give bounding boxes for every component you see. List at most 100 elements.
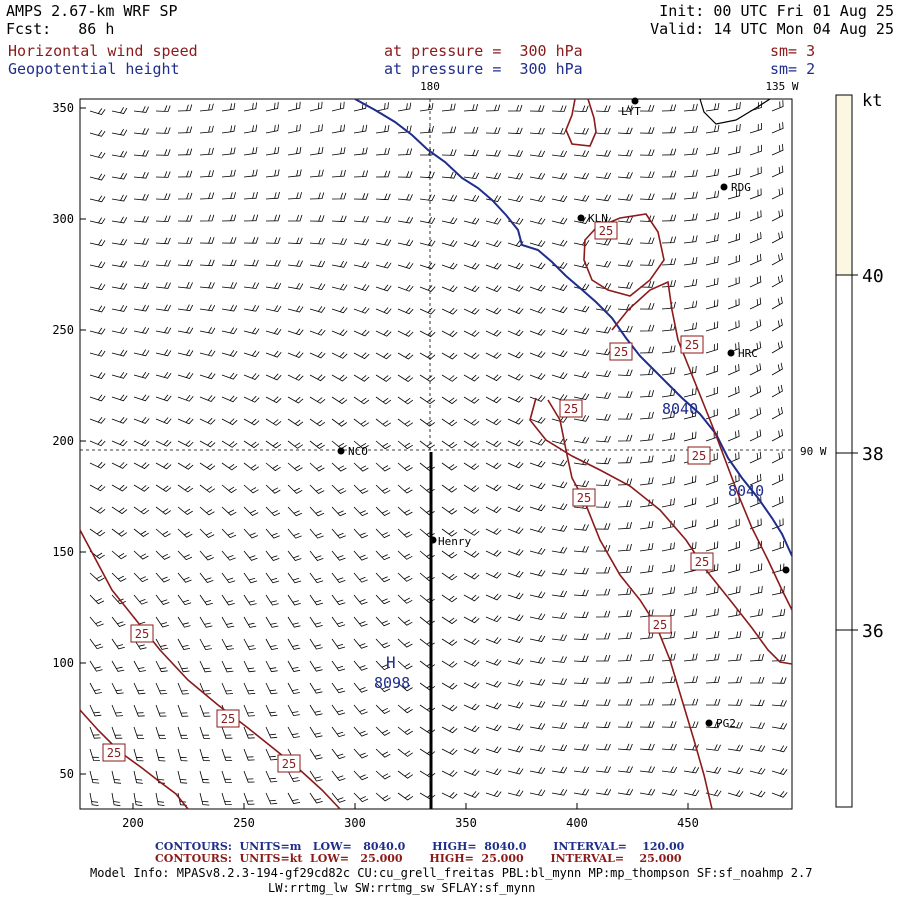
wind-barb — [287, 726, 300, 739]
wind-barb — [309, 616, 323, 628]
wind-barb — [771, 252, 783, 266]
wind-barb — [155, 171, 171, 178]
wind-barb — [177, 417, 194, 425]
y-tick-label: 200 — [52, 434, 74, 448]
wind-barb — [441, 440, 458, 449]
wind-barb — [397, 572, 413, 582]
wind-barb — [595, 260, 612, 268]
wind-barb — [155, 193, 171, 200]
wind-barb — [375, 261, 392, 269]
wind-barb — [551, 503, 568, 511]
wind-barb — [705, 630, 720, 640]
wind-barb — [309, 792, 323, 804]
wind-barb — [749, 122, 762, 134]
wind-barb — [463, 462, 480, 470]
wind-barb — [221, 440, 238, 448]
wind-barb — [639, 499, 654, 508]
wind-barb — [199, 682, 211, 695]
wind-barb — [595, 523, 611, 530]
wind-barb — [287, 305, 304, 313]
terrain-contour-top — [699, 98, 771, 125]
plot-frame — [79, 98, 793, 810]
wind-barb — [573, 239, 590, 247]
wind-barb — [661, 743, 677, 751]
station-pg2-dot — [705, 719, 713, 727]
wind-barb — [177, 638, 191, 650]
wind-barb — [111, 394, 128, 402]
wind-barb — [221, 372, 238, 380]
wind-barb — [771, 722, 788, 730]
wind-barb — [595, 370, 612, 378]
wind-barb — [309, 237, 325, 245]
wind-barb — [353, 147, 368, 156]
wind-barb — [221, 304, 238, 312]
wind-barb — [749, 745, 766, 752]
wind-barb — [617, 194, 633, 201]
wind-barb — [749, 144, 762, 156]
wind-barb — [133, 193, 149, 201]
wind-barb — [507, 789, 524, 797]
wind-barb — [639, 346, 655, 354]
wind-barb — [529, 767, 546, 774]
wind-barb — [111, 616, 126, 627]
wind-barb — [727, 407, 740, 420]
wind-barb — [397, 102, 412, 112]
wind-barb — [507, 636, 524, 643]
wind-barb — [89, 394, 106, 402]
wind-barb — [463, 194, 480, 202]
wind-barb — [529, 373, 546, 380]
wind-barb — [617, 788, 634, 796]
wind-barb — [133, 572, 149, 583]
wind-barb — [771, 654, 787, 662]
wind-barb — [309, 594, 324, 606]
wind-barb — [705, 168, 720, 178]
wind-barb — [265, 440, 282, 449]
wind-barb — [705, 255, 719, 266]
wind-barb — [133, 282, 150, 290]
station-label: LYT — [621, 105, 641, 118]
wind-barb — [309, 660, 323, 672]
speed-contour-sw-2 — [79, 709, 189, 810]
wind-barb — [331, 306, 348, 314]
wind-barb — [639, 302, 655, 310]
wind-barb — [89, 372, 106, 379]
wind-barb — [419, 726, 436, 735]
wind-barb — [375, 440, 391, 450]
y-tick-label: 250 — [52, 323, 74, 337]
wind-barb — [705, 789, 722, 797]
wind-barb — [265, 214, 281, 222]
wind-barb — [617, 609, 632, 618]
wind-barb — [133, 327, 150, 334]
wind-barb — [705, 608, 719, 618]
wind-barb — [265, 550, 280, 561]
wind-barb — [507, 657, 524, 665]
wind-barb — [309, 328, 326, 336]
wind-barb — [287, 550, 302, 561]
wind-barb — [397, 726, 413, 735]
wind-barb — [133, 484, 150, 492]
wind-barb — [596, 654, 611, 662]
svg-text:25: 25 — [653, 618, 667, 632]
wind-barb — [705, 541, 719, 552]
wind-barb — [353, 506, 369, 517]
wind-barb — [529, 240, 546, 247]
wind-barb — [750, 676, 765, 684]
wind-barb — [199, 616, 213, 628]
wind-barb — [243, 191, 258, 200]
wind-barb — [419, 171, 435, 179]
wind-barb — [133, 550, 149, 560]
wind-barb — [309, 528, 324, 539]
wind-barb — [199, 528, 215, 538]
wind-barb — [111, 238, 128, 246]
wind-barb — [551, 744, 568, 752]
wind-barb — [199, 259, 215, 267]
wind-barb — [199, 237, 215, 244]
wind-barb — [375, 125, 390, 134]
wind-barb — [507, 417, 524, 425]
wind-barb — [441, 352, 458, 360]
speed-contours — [79, 98, 793, 810]
wind-barb — [771, 296, 783, 310]
wind-barb — [727, 276, 740, 288]
wind-barb — [177, 616, 191, 628]
wind-barb — [177, 192, 193, 200]
